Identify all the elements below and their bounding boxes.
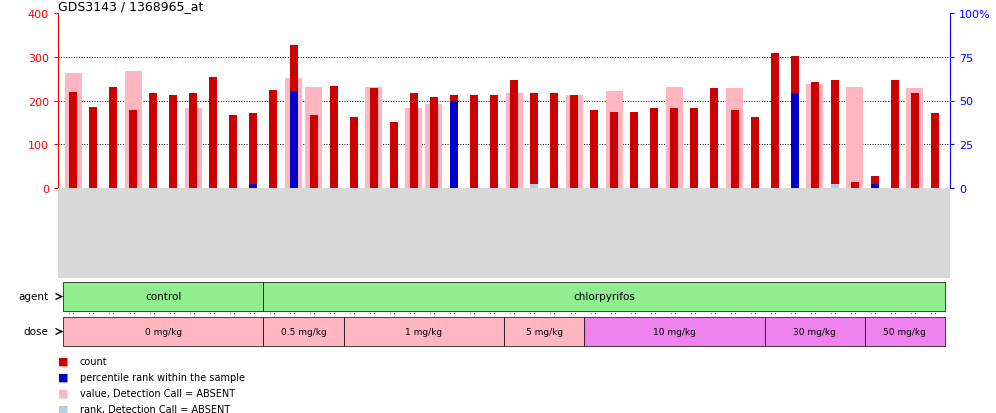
- Text: 10 mg/kg: 10 mg/kg: [653, 327, 696, 336]
- Bar: [63, 317, 264, 347]
- Bar: [550, 93, 558, 189]
- Text: 1 mg/kg: 1 mg/kg: [405, 327, 442, 336]
- Bar: [69, 93, 77, 189]
- Bar: [791, 93, 799, 189]
- Bar: [350, 118, 358, 189]
- Bar: [264, 317, 344, 347]
- Bar: [670, 109, 678, 189]
- Text: value, Detection Call = ABSENT: value, Detection Call = ABSENT: [80, 388, 235, 398]
- Text: chlorpyrifos: chlorpyrifos: [574, 292, 635, 302]
- Bar: [730, 111, 738, 189]
- Bar: [831, 81, 839, 189]
- Bar: [831, 184, 839, 189]
- Bar: [611, 113, 619, 189]
- Bar: [847, 87, 864, 189]
- Bar: [765, 317, 865, 347]
- Text: count: count: [80, 356, 108, 366]
- Bar: [865, 317, 945, 347]
- Bar: [630, 113, 638, 189]
- Bar: [124, 71, 141, 189]
- Bar: [389, 122, 397, 189]
- Bar: [710, 89, 718, 189]
- Bar: [264, 282, 945, 311]
- Bar: [290, 92, 298, 189]
- Bar: [851, 183, 859, 189]
- Bar: [409, 93, 417, 189]
- Bar: [229, 115, 237, 189]
- Bar: [811, 83, 819, 189]
- Bar: [149, 93, 157, 189]
- Bar: [65, 74, 82, 189]
- Bar: [585, 317, 765, 347]
- Text: rank, Detection Call = ABSENT: rank, Detection Call = ABSENT: [80, 404, 230, 413]
- Text: 30 mg/kg: 30 mg/kg: [793, 327, 836, 336]
- Bar: [366, 87, 382, 189]
- Text: 0.5 mg/kg: 0.5 mg/kg: [281, 327, 327, 336]
- Bar: [450, 95, 458, 189]
- Bar: [305, 87, 322, 189]
- Text: 0 mg/kg: 0 mg/kg: [144, 327, 182, 336]
- Bar: [189, 93, 197, 189]
- Bar: [911, 94, 919, 189]
- Bar: [506, 93, 523, 189]
- Bar: [666, 87, 683, 189]
- Bar: [249, 114, 257, 189]
- Text: control: control: [145, 292, 181, 302]
- Bar: [504, 317, 585, 347]
- Bar: [570, 95, 578, 189]
- Bar: [806, 85, 824, 189]
- Bar: [530, 93, 538, 189]
- Bar: [871, 184, 878, 189]
- Text: ■: ■: [58, 404, 69, 413]
- Bar: [530, 184, 538, 189]
- Text: GDS3143 / 1368965_at: GDS3143 / 1368965_at: [58, 0, 203, 13]
- Bar: [270, 91, 278, 189]
- Text: agent: agent: [18, 292, 48, 302]
- Bar: [726, 89, 743, 189]
- Bar: [771, 54, 779, 189]
- Text: 50 mg/kg: 50 mg/kg: [883, 327, 926, 336]
- Bar: [110, 88, 118, 189]
- Bar: [906, 89, 923, 189]
- Text: ■: ■: [58, 388, 69, 398]
- Bar: [890, 80, 898, 189]
- Text: percentile rank within the sample: percentile rank within the sample: [80, 372, 245, 382]
- Bar: [63, 282, 264, 311]
- Bar: [290, 45, 298, 189]
- Bar: [791, 57, 799, 189]
- Text: 5 mg/kg: 5 mg/kg: [526, 327, 563, 336]
- Bar: [330, 87, 338, 189]
- Bar: [690, 109, 698, 189]
- Bar: [566, 96, 583, 189]
- Text: ■: ■: [58, 372, 69, 382]
- Bar: [510, 80, 518, 189]
- Bar: [490, 95, 498, 189]
- Bar: [405, 109, 422, 189]
- Bar: [470, 95, 478, 189]
- Bar: [185, 109, 202, 189]
- Bar: [650, 109, 658, 189]
- Bar: [871, 176, 878, 189]
- Bar: [606, 92, 622, 189]
- Bar: [425, 105, 442, 189]
- Bar: [370, 89, 377, 189]
- Bar: [751, 118, 759, 189]
- Text: dose: dose: [23, 327, 48, 337]
- Bar: [129, 111, 137, 189]
- Bar: [89, 108, 97, 189]
- Bar: [871, 184, 878, 189]
- Bar: [169, 95, 177, 189]
- Bar: [591, 111, 599, 189]
- Bar: [450, 102, 458, 189]
- Bar: [209, 78, 217, 189]
- Bar: [249, 184, 257, 189]
- Bar: [931, 114, 939, 189]
- Bar: [285, 78, 302, 189]
- Text: ■: ■: [58, 356, 69, 366]
- Bar: [344, 317, 504, 347]
- Bar: [430, 98, 438, 189]
- Bar: [310, 115, 318, 189]
